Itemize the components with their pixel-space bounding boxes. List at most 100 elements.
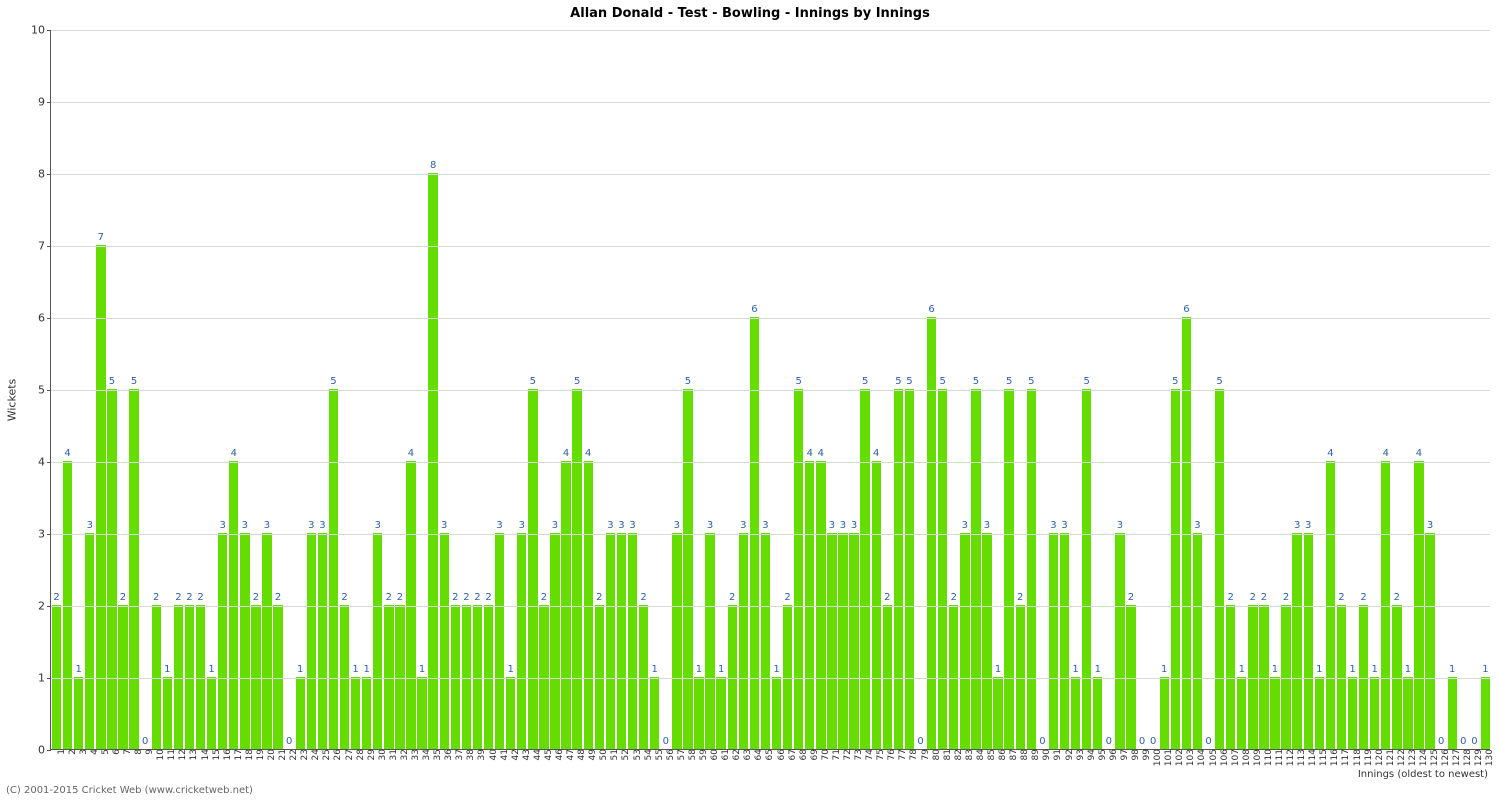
chart-title: Allan Donald - Test - Bowling - Innings … [0, 6, 1500, 21]
xtick-label: 67 [788, 749, 798, 760]
xtick-label: 37 [455, 749, 465, 760]
bar-value-label: 5 [895, 376, 901, 387]
bar: 3 [628, 533, 637, 749]
bar-value-label: 2 [275, 592, 281, 603]
bar-value-label: 1 [773, 664, 779, 675]
bar-value-label: 3 [618, 520, 624, 531]
xtick-label: 113 [1297, 749, 1307, 766]
bar-value-label: 3 [1427, 520, 1433, 531]
xtick-label: 1 [57, 749, 67, 755]
plot-area: 2413752502122213432320133521132241832222… [50, 30, 1490, 750]
xtick-label: 61 [721, 749, 731, 760]
bar: 2 [185, 605, 194, 749]
bar-value-label: 3 [308, 520, 314, 531]
bar: 2 [1248, 605, 1257, 749]
bar-value-label: 1 [1405, 664, 1411, 675]
xtick-label: 54 [644, 749, 654, 760]
bar-value-label: 1 [297, 664, 303, 675]
xtick-label: 18 [245, 749, 255, 760]
xtick-label: 31 [389, 749, 399, 760]
bar-value-label: 2 [53, 592, 59, 603]
bar: 2 [539, 605, 548, 749]
xtick-label: 53 [633, 749, 643, 760]
bar: 4 [406, 461, 415, 749]
xtick-label: 2 [68, 749, 78, 755]
bar-value-label: 1 [652, 664, 658, 675]
bar-value-label: 5 [796, 376, 802, 387]
xtick-label: 118 [1353, 749, 1363, 766]
xtick-label: 75 [876, 749, 886, 760]
bar-value-label: 1 [1072, 664, 1078, 675]
bar-value-label: 0 [1471, 736, 1477, 747]
xtick-label: 29 [367, 749, 377, 760]
xtick-label: 62 [732, 749, 742, 760]
xtick-label: 13 [189, 749, 199, 760]
bar: 4 [1381, 461, 1390, 749]
xtick-label: 130 [1485, 749, 1495, 766]
gridline [51, 174, 1490, 175]
bar: 2 [152, 605, 161, 749]
bar: 2 [384, 605, 393, 749]
bar: 3 [495, 533, 504, 749]
xtick-label: 57 [677, 749, 687, 760]
bar-value-label: 4 [563, 448, 569, 459]
bar: 7 [96, 245, 105, 749]
xtick-label: 104 [1197, 749, 1207, 766]
bar-value-label: 1 [1482, 664, 1488, 675]
bar-value-label: 2 [1394, 592, 1400, 603]
xtick-label: 126 [1441, 749, 1451, 766]
bar-value-label: 0 [1205, 736, 1211, 747]
xtick-label: 64 [754, 749, 764, 760]
bar-value-label: 1 [352, 664, 358, 675]
xtick-label: 25 [322, 749, 332, 760]
bar-value-label: 5 [330, 376, 336, 387]
bar: 1 [1270, 677, 1279, 749]
bar-value-label: 2 [541, 592, 547, 603]
bar-value-label: 2 [729, 592, 735, 603]
bar: 5 [971, 389, 980, 749]
bar-value-label: 3 [851, 520, 857, 531]
xtick-label: 120 [1375, 749, 1385, 766]
bar: 5 [1027, 389, 1036, 749]
bar-value-label: 5 [1216, 376, 1222, 387]
bar-value-label: 3 [962, 520, 968, 531]
gridline [51, 318, 1490, 319]
bar: 3 [307, 533, 316, 749]
bar-value-label: 5 [862, 376, 868, 387]
bar: 3 [85, 533, 94, 749]
bar: 1 [1093, 677, 1102, 749]
xtick-label: 16 [223, 749, 233, 760]
xtick-label: 124 [1419, 749, 1429, 766]
bar: 3 [672, 533, 681, 749]
bar-value-label: 2 [884, 592, 890, 603]
bar: 2 [783, 605, 792, 749]
xtick-label: 119 [1364, 749, 1374, 766]
bar-value-label: 1 [364, 664, 370, 675]
xtick-label: 74 [865, 749, 875, 760]
bar-value-label: 1 [995, 664, 1001, 675]
xtick-label: 34 [422, 749, 432, 760]
bar-value-label: 6 [751, 304, 757, 315]
bar-value-label: 4 [873, 448, 879, 459]
bar-value-label: 4 [807, 448, 813, 459]
xtick-label: 68 [799, 749, 809, 760]
xtick-label: 15 [212, 749, 222, 760]
bar-value-label: 3 [375, 520, 381, 531]
xtick-label: 23 [300, 749, 310, 760]
bar: 5 [528, 389, 537, 749]
bar: 4 [1326, 461, 1335, 749]
bar: 4 [229, 461, 238, 749]
gridline [51, 606, 1490, 607]
bar-value-label: 2 [197, 592, 203, 603]
bar-value-label: 1 [1316, 664, 1322, 675]
xtick-label: 78 [909, 749, 919, 760]
bar: 1 [296, 677, 305, 749]
y-axis-label: Wickets [6, 379, 19, 422]
bar-value-label: 5 [906, 376, 912, 387]
xtick-label: 52 [621, 749, 631, 760]
xtick-label: 72 [843, 749, 853, 760]
bar-value-label: 2 [386, 592, 392, 603]
ytick-label: 0 [38, 744, 51, 757]
bar: 5 [129, 389, 138, 749]
xtick-label: 99 [1142, 749, 1152, 760]
